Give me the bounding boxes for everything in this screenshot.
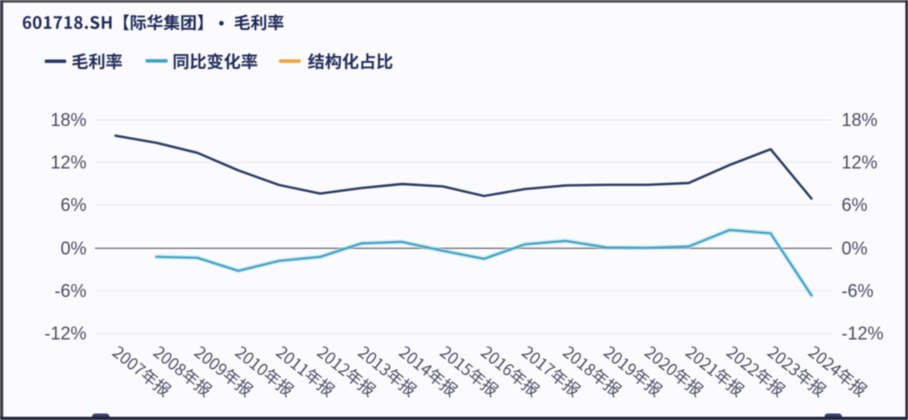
svg-text:18%: 18% xyxy=(50,110,86,130)
svg-text:6%: 6% xyxy=(842,195,868,215)
svg-text:18%: 18% xyxy=(842,110,878,130)
svg-text:12%: 12% xyxy=(842,153,878,173)
svg-text:0%: 0% xyxy=(60,239,86,259)
svg-text:-6%: -6% xyxy=(842,281,874,301)
svg-text:6%: 6% xyxy=(60,195,86,215)
svg-text:0%: 0% xyxy=(842,239,868,259)
svg-text:12%: 12% xyxy=(50,153,86,173)
svg-text:-12%: -12% xyxy=(842,324,884,344)
svg-text:-12%: -12% xyxy=(44,324,86,344)
svg-text:-6%: -6% xyxy=(54,281,86,301)
